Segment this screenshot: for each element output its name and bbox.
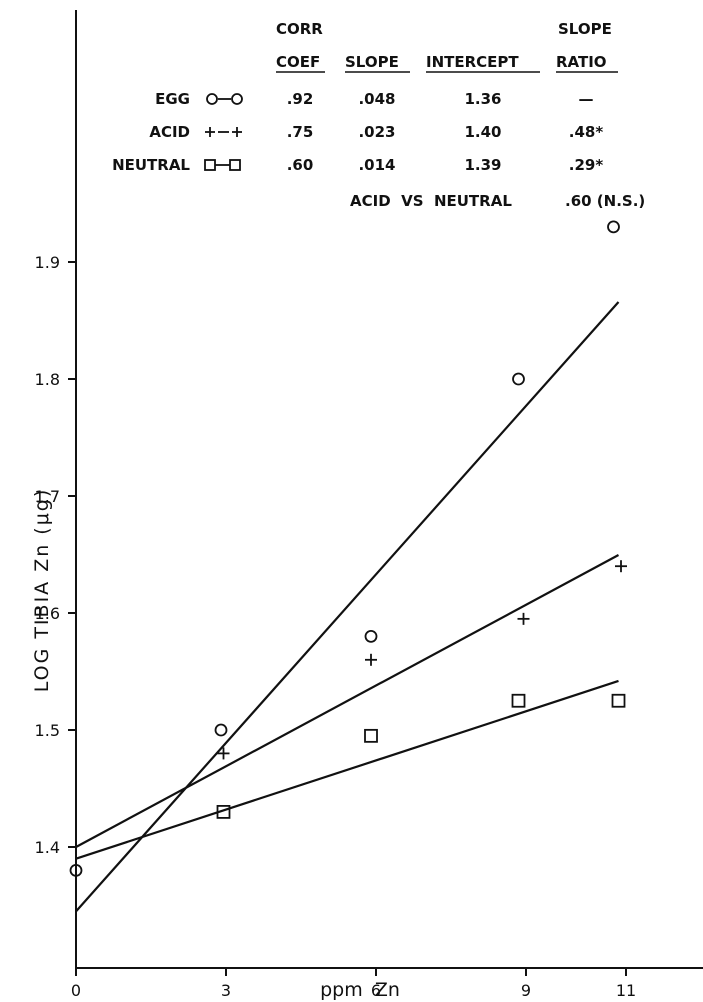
neutral-ratio: .29* — [569, 156, 604, 174]
data-points — [69, 220, 627, 877]
x-tick-label: 3 — [221, 981, 231, 1000]
neutral-point — [364, 728, 378, 743]
egg-point — [364, 630, 378, 643]
x-tick-label: 9 — [521, 981, 531, 1000]
egg-fit-line — [75, 301, 620, 913]
neutral-point — [511, 693, 526, 708]
comparison-value: .60 (N.S.) — [565, 192, 645, 210]
acid-intercept: 1.40 — [464, 123, 501, 141]
y-tick-label: 1.5 — [35, 721, 60, 740]
neutral-slope: .014 — [358, 156, 395, 174]
egg-point — [214, 723, 228, 737]
neutral-intercept: 1.39 — [464, 156, 501, 174]
egg-point — [69, 864, 83, 877]
row-label-egg: EGG — [155, 90, 190, 108]
x-tick-label: 6 — [371, 981, 381, 1000]
acid-point — [217, 747, 230, 760]
row-label-neutral: NEUTRAL — [112, 156, 190, 174]
y-tick-label: 1.9 — [35, 253, 60, 272]
comparison-label: ACID VS NEUTRAL — [350, 192, 512, 210]
acid-point — [365, 653, 377, 666]
y-tick-label: 1.4 — [35, 838, 60, 857]
y-axis-label: LOG TIBIA Zn (μg) — [31, 488, 53, 693]
neutral-point — [216, 805, 231, 819]
x-axis-label: ppm Zn — [320, 979, 400, 1001]
acid-slope: .023 — [358, 123, 395, 141]
acid-point — [615, 560, 627, 573]
header-corr-bottom: COEF — [276, 53, 320, 71]
header-ratio-top: SLOPE — [558, 20, 612, 38]
header-intercept: INTERCEPT — [426, 53, 519, 71]
neutral-fit-line — [75, 679, 619, 860]
legend-egg-marker — [206, 93, 243, 105]
header-corr-top: CORR — [276, 20, 323, 38]
egg-intercept: 1.36 — [464, 90, 501, 108]
row-label-acid: ACID — [149, 123, 190, 141]
fit-lines — [75, 301, 620, 913]
x-tick-label: 0 — [71, 981, 81, 1000]
y-tick-label: 1.6 — [35, 604, 60, 623]
y-tick-label: 1.7 — [35, 487, 60, 506]
neutral-point — [611, 693, 626, 708]
legend-acid-marker — [205, 127, 242, 137]
axis-ticks: 0 3 6 9 11 1.4 1.5 1.6 1.7 1.8 1.9 — [35, 253, 637, 1000]
neutral-corr: .60 — [287, 156, 314, 174]
egg-point — [607, 220, 620, 234]
header-ratio-bottom: RATIO — [556, 53, 607, 71]
x-tick-label: 11 — [616, 981, 636, 1000]
acid-ratio: .48* — [569, 123, 604, 141]
egg-ratio: — — [579, 90, 594, 108]
acid-fit-line — [75, 554, 620, 848]
stats-table: CORR SLOPE COEF SLOPE INTERCEPT RATIO EG… — [112, 20, 645, 210]
acid-corr: .75 — [287, 123, 314, 141]
acid-point — [517, 612, 530, 625]
egg-corr: .92 — [287, 90, 314, 108]
legend-neutral-marker — [204, 159, 241, 171]
y-tick-label: 1.8 — [35, 370, 60, 389]
egg-slope: .048 — [358, 90, 395, 108]
header-slope: SLOPE — [345, 53, 399, 71]
egg-point — [512, 372, 525, 386]
